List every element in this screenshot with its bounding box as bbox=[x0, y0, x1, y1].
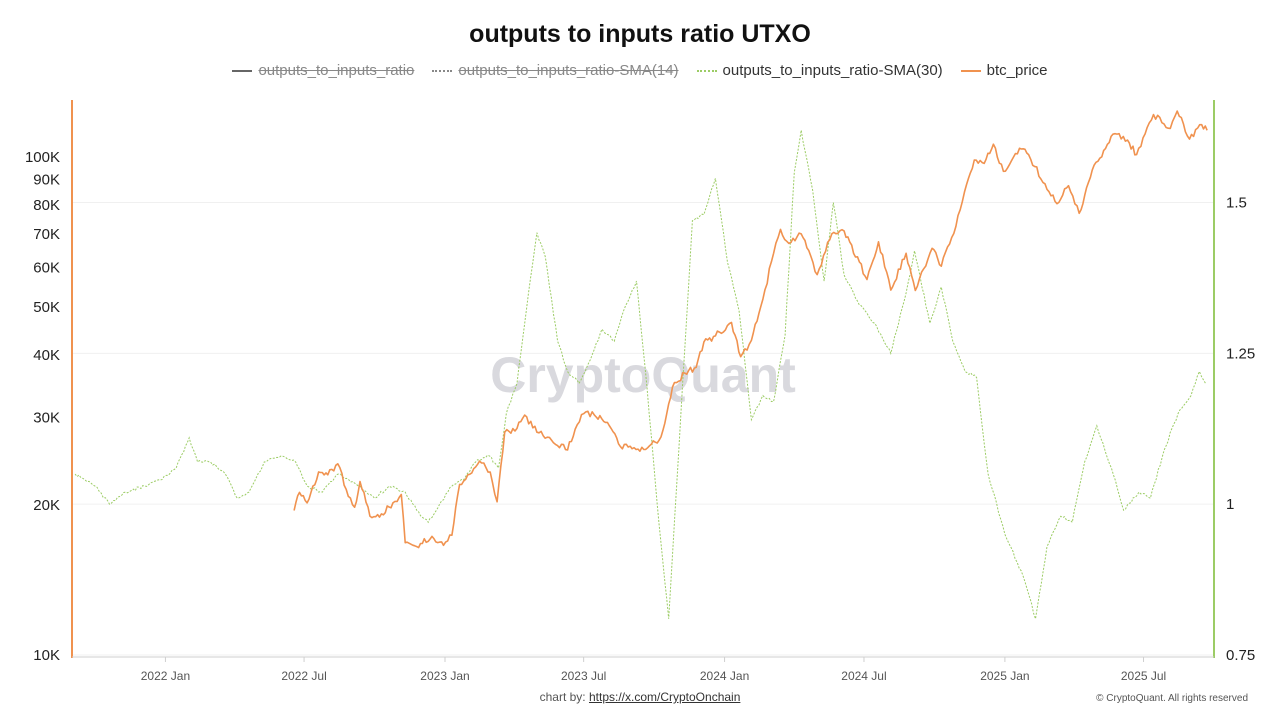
x-tick-label: 2024 Jul bbox=[841, 669, 886, 683]
legend-swatch bbox=[960, 69, 981, 72]
right-tick-label: 1 bbox=[1226, 496, 1234, 513]
watermark-text: CryptoQuant bbox=[490, 347, 796, 403]
left-tick-label: 30K bbox=[33, 409, 60, 426]
left-tick-label: 10K bbox=[33, 647, 60, 664]
right-tick-label: 1.25 bbox=[1226, 345, 1255, 362]
legend-label: btc_price bbox=[986, 62, 1048, 79]
chart-legend: outputs_to_inputs_ratio outputs_to_inputs… bbox=[0, 62, 1280, 79]
chart-title: outputs to inputs ratio UTXO bbox=[469, 20, 811, 48]
x-tick-label: 2023 Jan bbox=[420, 669, 469, 683]
series-outputs-to-inputs-ratio-sma-30--line bbox=[74, 130, 1207, 619]
axes bbox=[71, 100, 1215, 658]
left-axis-ticks: 10K 20K 30K 40K 50K 60K 70K 80K 90K 100K bbox=[25, 149, 60, 664]
left-tick-label: 100K bbox=[25, 149, 60, 166]
legend-item-2[interactable]: outputs_to_inputs_ratio-SMA(30) bbox=[696, 62, 943, 79]
credit-link[interactable]: https://x.com/CryptoOnchain bbox=[588, 690, 741, 704]
x-tick-label: 2022 Jul bbox=[281, 669, 326, 683]
footer-credit: chart by: https://x.com/CryptoOnchain bbox=[0, 690, 1280, 704]
legend-swatch bbox=[696, 69, 717, 72]
x-tick-label: 2023 Jul bbox=[561, 669, 606, 683]
legend-item-1[interactable]: outputs_to_inputs_ratio-SMA(14) bbox=[432, 62, 679, 79]
grid-lines bbox=[72, 202, 1214, 656]
left-tick-label: 70K bbox=[33, 226, 60, 243]
right-tick-label: 1.5 bbox=[1226, 195, 1247, 212]
left-tick-label: 20K bbox=[33, 497, 60, 514]
legend-label: outputs_to_inputs_ratio-SMA(30) bbox=[722, 62, 943, 79]
x-tick-label: 2025 Jan bbox=[980, 669, 1029, 683]
left-tick-label: 90K bbox=[33, 172, 60, 189]
left-tick-label: 40K bbox=[33, 347, 60, 364]
x-tick-label: 2025 Jul bbox=[1121, 669, 1166, 683]
legend-item-3[interactable]: btc_price bbox=[960, 62, 1048, 79]
x-tick-label: 2022 Jan bbox=[141, 669, 190, 683]
credit-label: chart by: bbox=[539, 690, 586, 704]
x-axis-ticks: 2022 Jan 2022 Jul 2023 Jan 2023 Jul 2024 Jan… bbox=[141, 657, 1166, 683]
right-tick-label: 0.75 bbox=[1226, 647, 1255, 664]
left-tick-label: 60K bbox=[33, 259, 60, 276]
copyright-text: © CryptoQuant. All rights reserved bbox=[1096, 693, 1248, 704]
right-axis-ticks: 0.75 1 1.25 1.5 bbox=[1226, 195, 1255, 664]
series-btc-price-line bbox=[293, 110, 1208, 549]
legend-label: outputs_to_inputs_ratio bbox=[258, 62, 415, 79]
legend-swatch bbox=[232, 69, 253, 72]
left-tick-label: 80K bbox=[33, 197, 60, 214]
x-tick-label: 2024 Jan bbox=[700, 669, 749, 683]
legend-item-0[interactable]: outputs_to_inputs_ratio bbox=[232, 62, 414, 79]
legend-swatch bbox=[432, 69, 453, 72]
left-tick-label: 50K bbox=[33, 299, 60, 316]
legend-label: outputs_to_inputs_ratio-SMA(14) bbox=[458, 62, 679, 79]
series-layer bbox=[74, 110, 1208, 619]
